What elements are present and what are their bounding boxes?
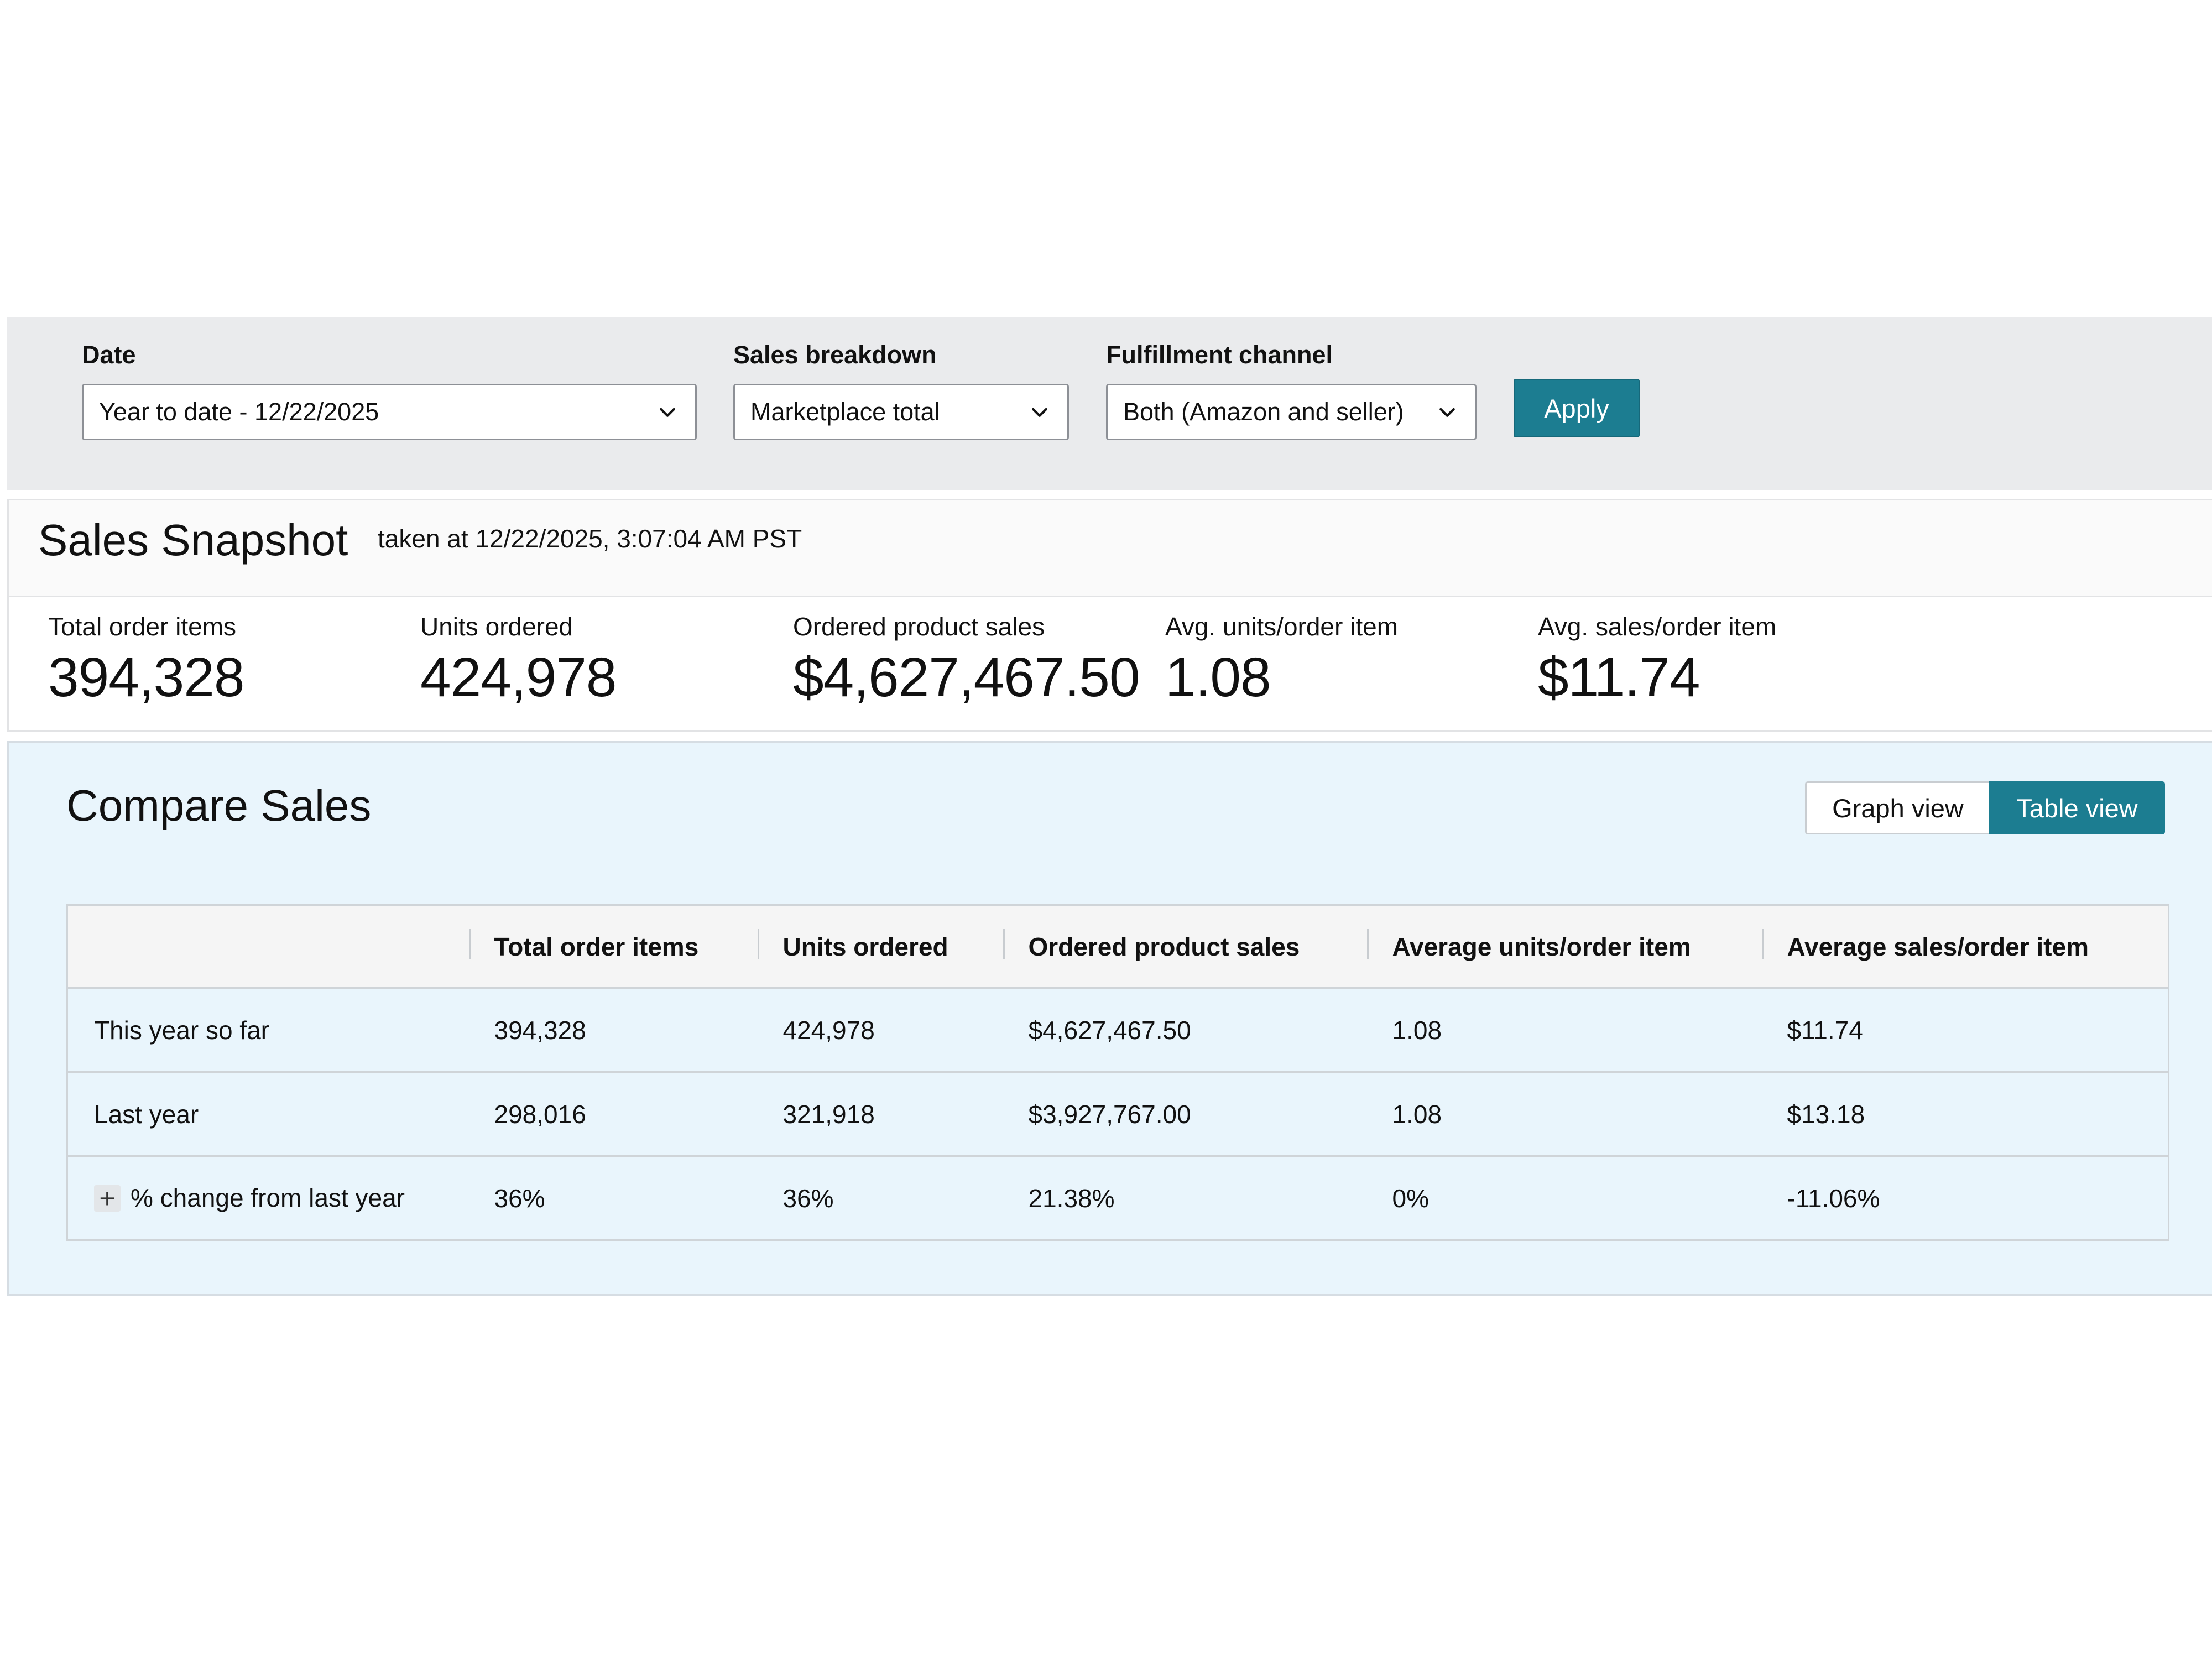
column-header-average-units-per-order-item: Average units/order item bbox=[1366, 905, 1762, 988]
metric-total-order-items: Total order items 394,328 bbox=[48, 612, 244, 709]
table-row-percent-change: +% change from last year 36% 36% 21.38% … bbox=[67, 1156, 2169, 1240]
date-select-value: Year to date - 12/22/2025 bbox=[99, 398, 379, 426]
sales-breakdown-label: Sales breakdown bbox=[733, 341, 937, 369]
table-cell-change: -11.06% bbox=[1787, 1183, 1880, 1213]
table-cell: 321,918 bbox=[782, 1099, 875, 1129]
date-filter-label: Date bbox=[82, 341, 136, 369]
metric-label: Avg. units/order item bbox=[1165, 612, 1399, 641]
metric-units-ordered: Units ordered 424,978 bbox=[420, 612, 617, 709]
metric-value: $11.74 bbox=[1538, 646, 1700, 708]
row-label: Last year bbox=[94, 1099, 199, 1129]
row-label-cell: + % change from last year bbox=[67, 1156, 469, 1240]
column-header-total-order-items: Total order items bbox=[468, 905, 758, 988]
table-cell-change: 21.38% bbox=[1028, 1183, 1115, 1213]
metric-value: $4,627,467.50 bbox=[793, 646, 1140, 708]
table-cell: $11.74 bbox=[1787, 1015, 1863, 1045]
graph-view-button[interactable]: Graph view bbox=[1805, 781, 1989, 834]
column-header-units-ordered: Units ordered bbox=[757, 905, 1003, 988]
table-cell: $4,627,467.50 bbox=[1028, 1015, 1191, 1045]
metric-label: Avg. sales/order item bbox=[1538, 612, 1777, 641]
table-cell-change: 0% bbox=[1392, 1183, 1429, 1213]
metric-value: 424,978 bbox=[420, 646, 617, 708]
snapshot-timestamp: taken at 12/22/2025, 3:07:04 AM PST bbox=[378, 524, 802, 553]
column-header-average-sales-per-order-item: Average sales/order item bbox=[1761, 905, 2169, 988]
table-cell: 1.08 bbox=[1392, 1099, 1442, 1129]
fulfillment-channel-value: Both (Amazon and seller) bbox=[1123, 398, 1404, 426]
metric-value: 394,328 bbox=[48, 646, 244, 708]
table-cell: 298,016 bbox=[494, 1099, 586, 1129]
chevron-down-icon bbox=[660, 408, 675, 417]
metric-value: 1.08 bbox=[1165, 646, 1271, 708]
sales-snapshot-metrics: Total order items 394,328 Units ordered … bbox=[7, 597, 2212, 732]
table-cell-change: 36% bbox=[494, 1183, 545, 1213]
metric-label: Ordered product sales bbox=[793, 612, 1045, 641]
table-row-last-year: Last year 298,016 321,918 $3,927,767.00 … bbox=[67, 1072, 2169, 1156]
row-label: % change from last year bbox=[131, 1183, 405, 1213]
chevron-down-icon bbox=[1439, 408, 1455, 417]
table-cell: 1.08 bbox=[1392, 1015, 1442, 1045]
sales-breakdown-value: Marketplace total bbox=[750, 398, 940, 426]
table-cell: 394,328 bbox=[494, 1015, 586, 1045]
sales-snapshot-header: Sales Snapshot taken at 12/22/2025, 3:07… bbox=[7, 499, 2212, 597]
sales-breakdown-select[interactable]: Marketplace total bbox=[733, 384, 1069, 440]
metric-label: Total order items bbox=[48, 612, 237, 641]
apply-button[interactable]: Apply bbox=[1514, 379, 1640, 437]
compare-sales-title: Compare Sales bbox=[66, 781, 372, 830]
sales-snapshot-title: Sales Snapshot bbox=[38, 515, 348, 565]
plus-icon[interactable]: + bbox=[94, 1185, 121, 1212]
column-header-ordered-product-sales: Ordered product sales bbox=[1003, 905, 1367, 988]
compare-sales-table: Total order items Units ordered Ordered … bbox=[66, 904, 2169, 1241]
view-toggle: Graph view Table view bbox=[1805, 781, 2165, 834]
compare-sales-panel: Compare Sales Graph view Table view Tota… bbox=[7, 741, 2212, 1296]
metric-ordered-product-sales: Ordered product sales $4,627,467.50 bbox=[793, 612, 1140, 709]
metric-avg-units-per-order-item: Avg. units/order item 1.08 bbox=[1165, 612, 1398, 709]
table-header-row: Total order items Units ordered Ordered … bbox=[67, 905, 2169, 988]
filter-bar: Date Year to date - 12/22/2025 Sales bre… bbox=[7, 317, 2212, 490]
chevron-down-icon bbox=[1032, 408, 1047, 417]
table-row-this-year: This year so far 394,328 424,978 $4,627,… bbox=[67, 988, 2169, 1072]
table-cell: 424,978 bbox=[782, 1015, 875, 1045]
metric-avg-sales-per-order-item: Avg. sales/order item $11.74 bbox=[1538, 612, 1776, 709]
table-cell: $3,927,767.00 bbox=[1028, 1099, 1191, 1129]
metric-label: Units ordered bbox=[420, 612, 573, 641]
date-select[interactable]: Year to date - 12/22/2025 bbox=[82, 384, 697, 440]
fulfillment-channel-select[interactable]: Both (Amazon and seller) bbox=[1106, 384, 1477, 440]
row-label: This year so far bbox=[94, 1015, 269, 1045]
fulfillment-channel-label: Fulfillment channel bbox=[1106, 341, 1333, 369]
table-cell: $13.18 bbox=[1787, 1099, 1865, 1129]
column-header-label bbox=[67, 905, 469, 988]
table-cell-change: 36% bbox=[782, 1183, 834, 1213]
table-view-button[interactable]: Table view bbox=[1989, 781, 2165, 834]
